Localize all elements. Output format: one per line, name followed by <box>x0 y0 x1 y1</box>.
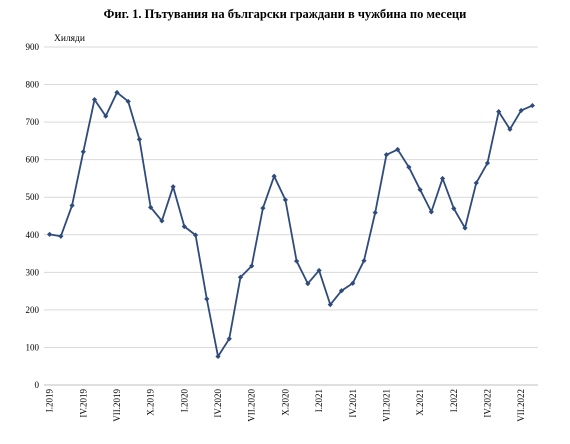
data-point <box>451 205 457 212</box>
data-point <box>428 209 434 215</box>
data-point <box>58 233 64 239</box>
y-tick-label: 400 <box>26 230 40 240</box>
series-line-path <box>49 91 533 358</box>
data-point <box>47 231 53 238</box>
data-point <box>361 258 367 264</box>
y-tick-label: 600 <box>26 155 40 165</box>
x-tick-label: VII.2021 <box>381 389 391 422</box>
data-point <box>103 113 109 119</box>
x-tick-label: VII.2022 <box>516 389 526 422</box>
x-tick-label: IV.2020 <box>213 389 223 418</box>
data-point <box>518 107 524 114</box>
data-point <box>282 197 288 203</box>
x-tick-label: I.2022 <box>449 389 459 412</box>
x-tick-label: X.2020 <box>280 389 290 416</box>
y-tick-labels: 0 100 200 300 400 500 600 700 800 900 <box>26 42 40 390</box>
data-point <box>383 152 390 158</box>
y-tick-label: 500 <box>26 192 40 202</box>
data-point <box>316 267 322 274</box>
data-point <box>439 175 446 182</box>
y-tick-label: 100 <box>26 342 40 352</box>
x-tick-label: I.2021 <box>314 389 324 412</box>
data-point <box>226 336 232 342</box>
y-tick-label: 200 <box>26 305 40 315</box>
data-point <box>181 223 187 230</box>
y-tick-label: 300 <box>26 267 40 277</box>
x-tick-label: I.2020 <box>179 389 189 413</box>
data-point <box>215 353 221 360</box>
data-point <box>372 210 378 216</box>
data-point <box>170 184 176 190</box>
data-point <box>69 202 75 209</box>
x-tick-label: VII.2020 <box>247 389 257 422</box>
x-tick-label: I.2019 <box>45 389 55 413</box>
x-tick-label: X.2019 <box>146 389 156 416</box>
data-point <box>305 281 311 287</box>
data-point <box>350 280 356 286</box>
data-point <box>204 296 210 302</box>
y-axis-unit-label: Хиляди <box>54 34 85 44</box>
data-point <box>507 126 513 132</box>
data-point <box>327 302 333 308</box>
y-tick-label: 800 <box>26 80 40 90</box>
y-tick-label: 700 <box>26 117 40 127</box>
data-point <box>462 225 468 231</box>
page-title: Фиг. 1. Пътувания на български граждани … <box>103 7 467 21</box>
data-point <box>148 204 154 210</box>
data-point <box>294 258 300 264</box>
data-point <box>271 173 277 179</box>
data-point <box>91 96 98 103</box>
data-point <box>417 187 423 193</box>
data-point <box>529 102 535 109</box>
data-point <box>496 108 502 115</box>
data-point <box>114 89 120 96</box>
data-point <box>136 136 143 142</box>
series-line <box>49 91 533 358</box>
x-tick-label: VII.2019 <box>112 389 122 422</box>
x-tick-label: IV.2022 <box>482 389 492 418</box>
x-tick-labels: I.2019 IV.2019 VII.2019 X.2019 I.2020 IV.2020… <box>45 389 527 422</box>
data-point <box>406 164 412 170</box>
data-point <box>192 232 199 238</box>
data-point <box>260 205 266 211</box>
data-point <box>159 218 165 224</box>
data-point <box>80 149 86 155</box>
data-point <box>125 98 131 105</box>
data-point <box>473 180 479 186</box>
data-point <box>249 263 255 269</box>
y-tick-label: 0 <box>35 380 40 390</box>
data-point <box>338 288 345 294</box>
series-points <box>47 89 535 360</box>
x-tick-label: IV.2021 <box>348 389 358 418</box>
data-point <box>484 160 491 166</box>
y-tick-label: 900 <box>26 42 40 52</box>
data-point <box>395 146 401 153</box>
x-tick-label: IV.2019 <box>78 389 88 418</box>
data-point <box>237 274 244 280</box>
x-tick-label: X.2021 <box>415 389 425 416</box>
